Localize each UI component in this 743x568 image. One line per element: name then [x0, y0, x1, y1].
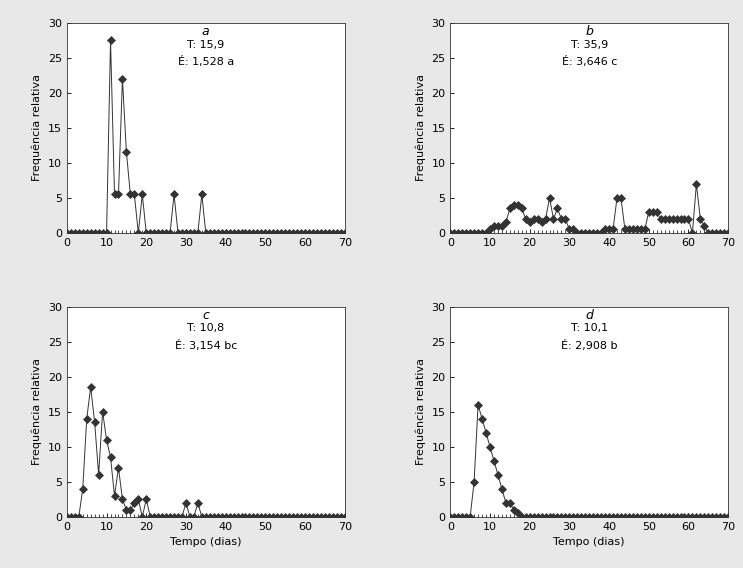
Text: É: 3,646 c: É: 3,646 c — [562, 56, 617, 68]
Y-axis label: Frequência relativa: Frequência relativa — [32, 74, 42, 181]
Y-axis label: Frequência relativa: Frequência relativa — [32, 358, 42, 465]
Y-axis label: Frequência relativa: Frequência relativa — [415, 358, 426, 465]
Text: É: 1,528 a: É: 1,528 a — [178, 56, 234, 68]
Text: b: b — [585, 25, 593, 38]
Text: c: c — [202, 308, 210, 321]
Text: T: 10,1: T: 10,1 — [571, 323, 608, 333]
Text: É: 3,154 bc: É: 3,154 bc — [175, 340, 237, 351]
Text: T: 10,8: T: 10,8 — [187, 323, 224, 333]
X-axis label: Tempo (dias): Tempo (dias) — [554, 537, 625, 548]
Y-axis label: Frequência relativa: Frequência relativa — [415, 74, 426, 181]
X-axis label: Tempo (dias): Tempo (dias) — [170, 537, 241, 548]
Text: d: d — [585, 308, 593, 321]
Text: T: 35,9: T: 35,9 — [571, 40, 608, 49]
Text: a: a — [202, 25, 210, 38]
Text: T: 15,9: T: 15,9 — [187, 40, 224, 49]
Text: É: 2,908 b: É: 2,908 b — [561, 340, 617, 351]
